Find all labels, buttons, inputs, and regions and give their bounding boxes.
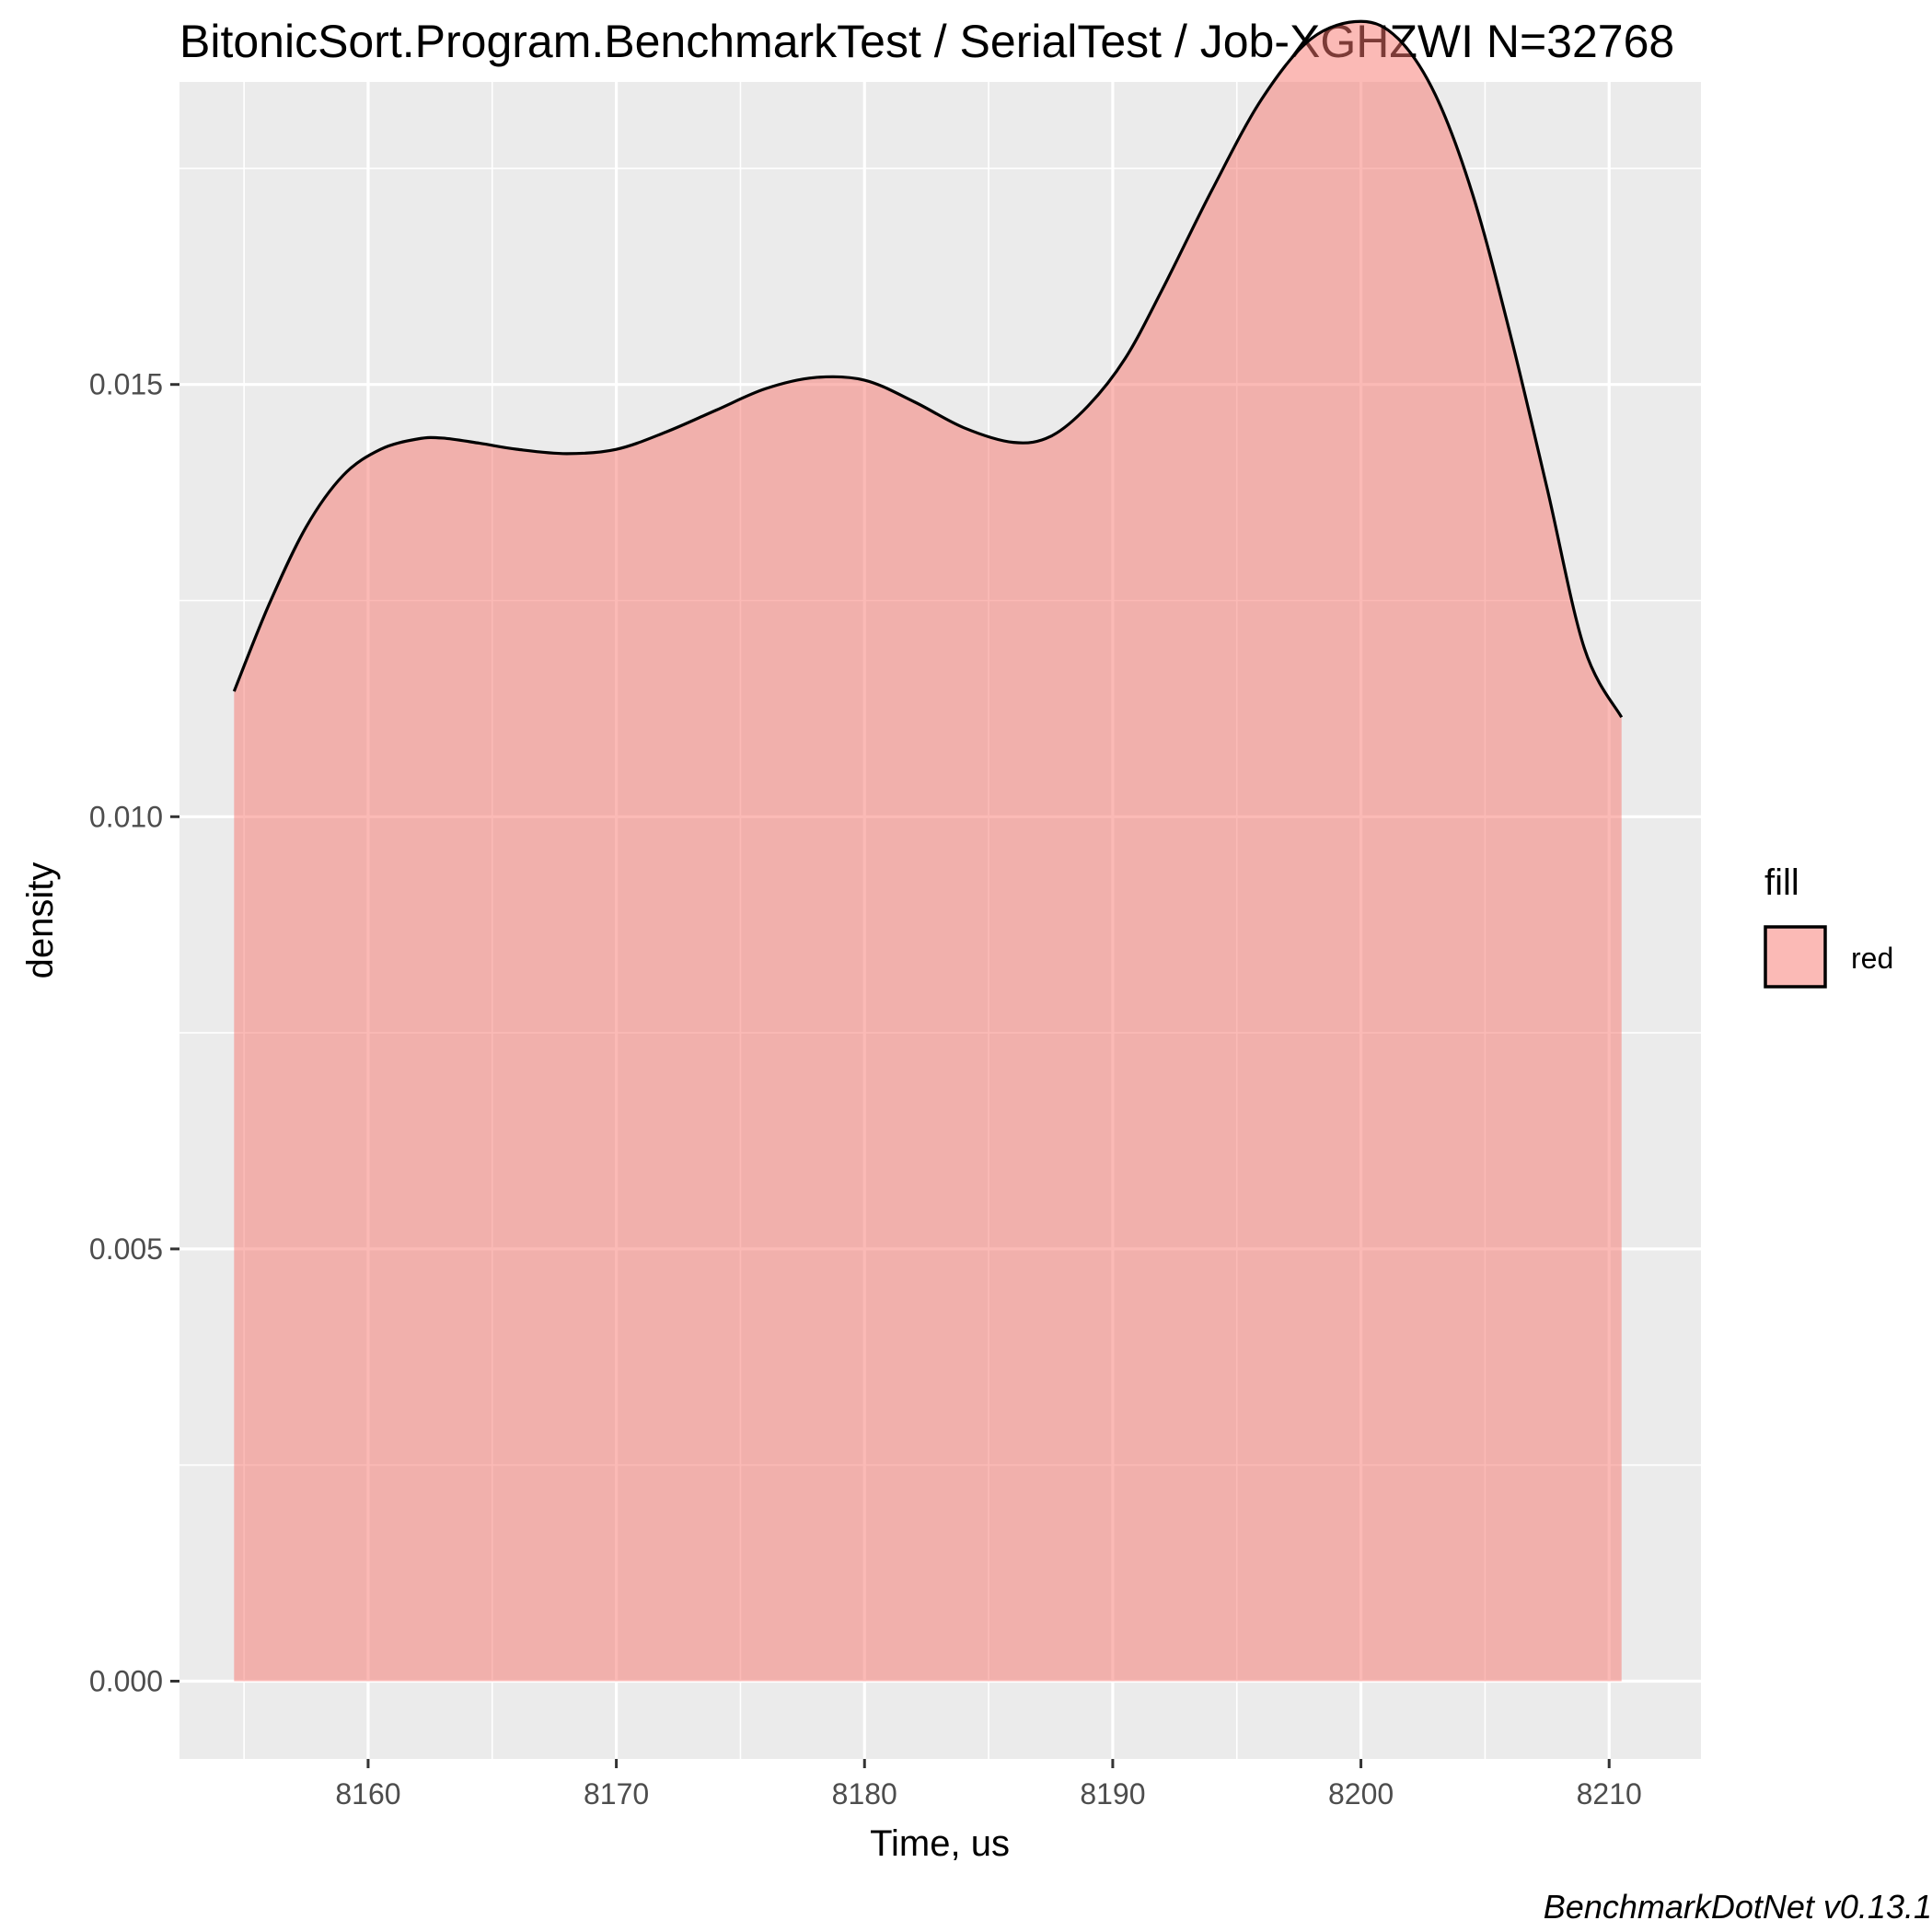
- x-tick-label: 8180: [832, 1777, 897, 1811]
- y-tick-label: 0.005: [89, 1232, 163, 1266]
- legend: fill red: [1764, 862, 1893, 989]
- density-layer: [232, 19, 1624, 1682]
- caption: BenchmarkDotNet v0.13.1: [1544, 1888, 1932, 1926]
- density-curve-series-0: [232, 19, 1624, 719]
- y-axis: 0.000 0.005 0.010 0.015: [89, 368, 179, 1697]
- chart-title: BitonicSort.Program.BenchmarkTest / Seri…: [179, 16, 1674, 67]
- x-axis: 8160 8170 8180 8190 8200 8210: [335, 1759, 1642, 1811]
- y-tick-label: 0.015: [89, 368, 163, 401]
- density-area-series-0: [234, 21, 1622, 1682]
- legend-key-red: [1764, 925, 1827, 989]
- x-tick-label: 8190: [1080, 1777, 1145, 1811]
- x-tick-label: 8210: [1577, 1777, 1642, 1811]
- legend-title: fill: [1764, 862, 1799, 903]
- x-tick-label: 8200: [1328, 1777, 1394, 1811]
- x-tick-label: 8170: [584, 1777, 649, 1811]
- legend-label-red: red: [1851, 942, 1893, 975]
- y-tick-label: 0.010: [89, 800, 163, 833]
- y-axis-title: density: [20, 862, 61, 979]
- x-tick-label: 8160: [335, 1777, 400, 1811]
- y-tick-label: 0.000: [89, 1664, 163, 1697]
- x-axis-title: Time, us: [870, 1823, 1010, 1864]
